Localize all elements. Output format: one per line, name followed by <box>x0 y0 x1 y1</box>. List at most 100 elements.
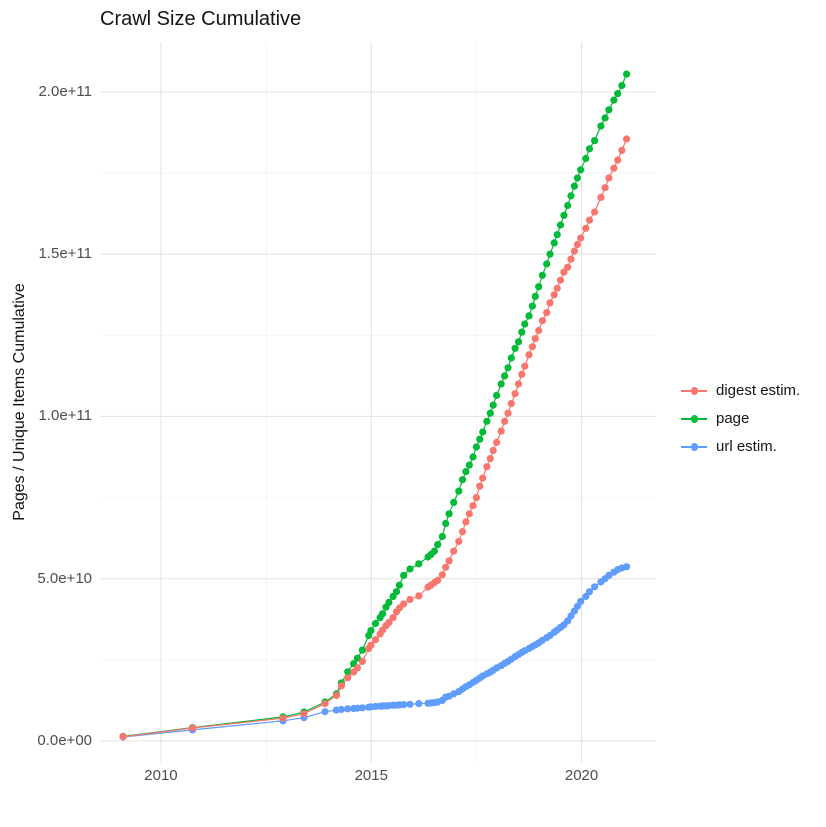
data-point <box>614 90 622 98</box>
data-point <box>582 154 590 163</box>
data-point <box>279 714 287 722</box>
data-point <box>567 192 575 200</box>
series-line <box>123 138 628 738</box>
data-point <box>371 636 380 644</box>
data-point <box>567 255 575 263</box>
legend-item-url-estim: url estim. <box>681 438 800 455</box>
x-tick-label: 2015 <box>354 767 388 784</box>
data-point <box>560 211 568 219</box>
series-url-estim- <box>119 563 631 741</box>
data-point <box>525 312 533 320</box>
data-point <box>610 164 618 172</box>
data-point <box>415 560 423 568</box>
data-point <box>573 240 581 249</box>
data-point <box>462 518 470 526</box>
data-point <box>525 351 533 359</box>
y-tick-label: 0.0e+00 <box>37 731 92 749</box>
data-point <box>385 618 393 627</box>
data-point <box>400 571 408 580</box>
plot-area <box>100 42 656 763</box>
data-point <box>601 114 609 122</box>
data-point <box>434 576 442 584</box>
data-point <box>358 704 366 712</box>
data-point <box>504 409 512 417</box>
data-point <box>469 453 477 461</box>
legend-label: page <box>716 410 750 427</box>
data-point <box>597 122 605 130</box>
data-point <box>528 343 536 351</box>
data-point <box>486 409 494 417</box>
data-point <box>585 216 594 224</box>
data-point <box>188 724 197 732</box>
data-point <box>501 372 509 380</box>
data-point <box>321 708 329 716</box>
legend-key-url-line-dot-icon <box>681 439 707 454</box>
legend-item-digest-estim: digest estim. <box>681 382 800 399</box>
data-point <box>344 674 352 682</box>
data-point <box>442 519 450 528</box>
data-point <box>543 260 551 268</box>
legend-label: digest estim. <box>716 382 801 399</box>
y-tick-label: 1.5e+11 <box>38 245 92 263</box>
data-point <box>434 541 442 549</box>
data-point <box>406 595 414 604</box>
data-point <box>358 657 366 666</box>
x-tick-label: 2020 <box>564 767 599 784</box>
data-point <box>507 399 515 408</box>
data-point <box>531 335 539 343</box>
series-line <box>123 566 627 738</box>
data-point <box>564 201 572 210</box>
data-point <box>614 156 622 164</box>
data-point <box>582 224 590 232</box>
data-point <box>550 239 558 247</box>
data-point <box>493 438 501 446</box>
data-point <box>564 263 572 271</box>
legend-dot-icon <box>690 443 698 451</box>
data-point <box>535 326 543 335</box>
data-point <box>358 646 366 654</box>
legend-dot-icon <box>690 415 698 423</box>
data-point <box>507 354 515 362</box>
data-point <box>371 619 380 628</box>
data-point <box>577 166 585 174</box>
data-point <box>455 487 463 495</box>
legend-key-page-line-dot-icon <box>681 411 707 426</box>
data-point <box>389 614 397 622</box>
data-point <box>430 547 438 555</box>
legend-label: url estim. <box>716 438 777 455</box>
data-point <box>518 328 526 336</box>
data-point <box>605 106 613 114</box>
data-point <box>472 494 480 502</box>
data-point <box>585 588 594 596</box>
data-point <box>618 146 626 154</box>
data-point <box>570 182 578 190</box>
data-point <box>415 700 423 708</box>
data-point <box>483 463 491 471</box>
data-point <box>591 208 599 216</box>
data-point <box>445 510 453 518</box>
data-point <box>395 581 403 589</box>
data-point <box>438 532 446 541</box>
data-point <box>601 184 609 192</box>
data-point <box>538 317 546 325</box>
data-point <box>367 627 375 635</box>
data-point <box>623 563 631 571</box>
data-point <box>472 443 480 451</box>
data-point <box>610 96 618 104</box>
data-point <box>497 380 505 388</box>
data-point <box>497 427 505 435</box>
data-point <box>597 193 605 201</box>
data-point <box>556 221 565 229</box>
data-point <box>553 284 561 292</box>
data-point <box>321 700 329 708</box>
data-point <box>476 482 484 490</box>
data-point <box>442 563 450 571</box>
data-point <box>483 417 491 425</box>
data-point <box>514 380 523 388</box>
data-point <box>556 276 565 284</box>
chart-title: Crawl Size Cumulative <box>100 8 302 30</box>
data-point <box>465 510 473 518</box>
data-point <box>577 597 585 606</box>
data-point <box>518 370 526 378</box>
data-point <box>531 292 539 300</box>
